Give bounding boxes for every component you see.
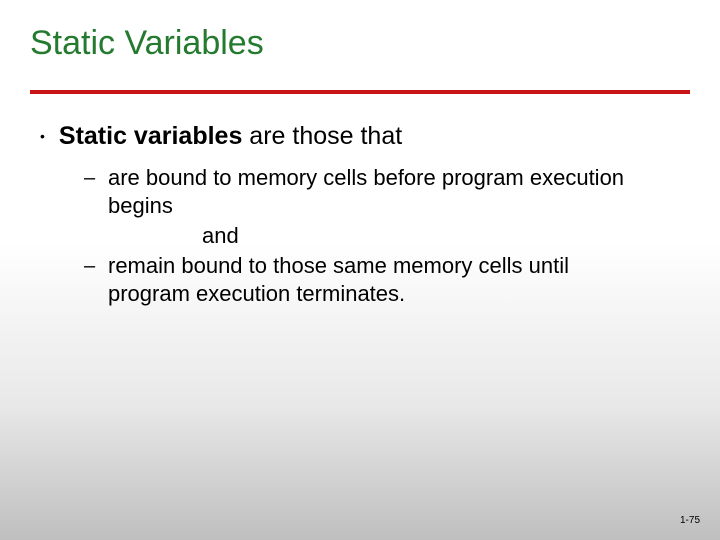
page-number: 1-75: [680, 515, 700, 526]
title-underline: [30, 90, 690, 94]
bullet-text: Static variables are those that: [59, 120, 402, 152]
slide: Static Variables • Static variables are …: [0, 0, 720, 540]
dash-icon: –: [84, 252, 98, 280]
sub-bullet-2-text: remain bound to those same memory cells …: [108, 252, 648, 308]
connector-and: and: [202, 222, 680, 250]
bullet-bold: Static variables: [59, 122, 242, 150]
sub-bullet-1-text: are bound to memory cells before program…: [108, 164, 648, 220]
bullet-dot-icon: •: [40, 120, 45, 152]
slide-title: Static Variables: [30, 24, 264, 63]
dash-icon: –: [84, 164, 98, 192]
sub-bullet-list: – are bound to memory cells before progr…: [84, 164, 680, 308]
bullet-level1: • Static variables are those that: [40, 120, 680, 152]
content-area: • Static variables are those that – are …: [40, 120, 680, 310]
sub-bullet-2: – remain bound to those same memory cell…: [84, 252, 680, 308]
sub-bullet-1: – are bound to memory cells before progr…: [84, 164, 680, 220]
bullet-rest: are those that: [242, 122, 402, 150]
